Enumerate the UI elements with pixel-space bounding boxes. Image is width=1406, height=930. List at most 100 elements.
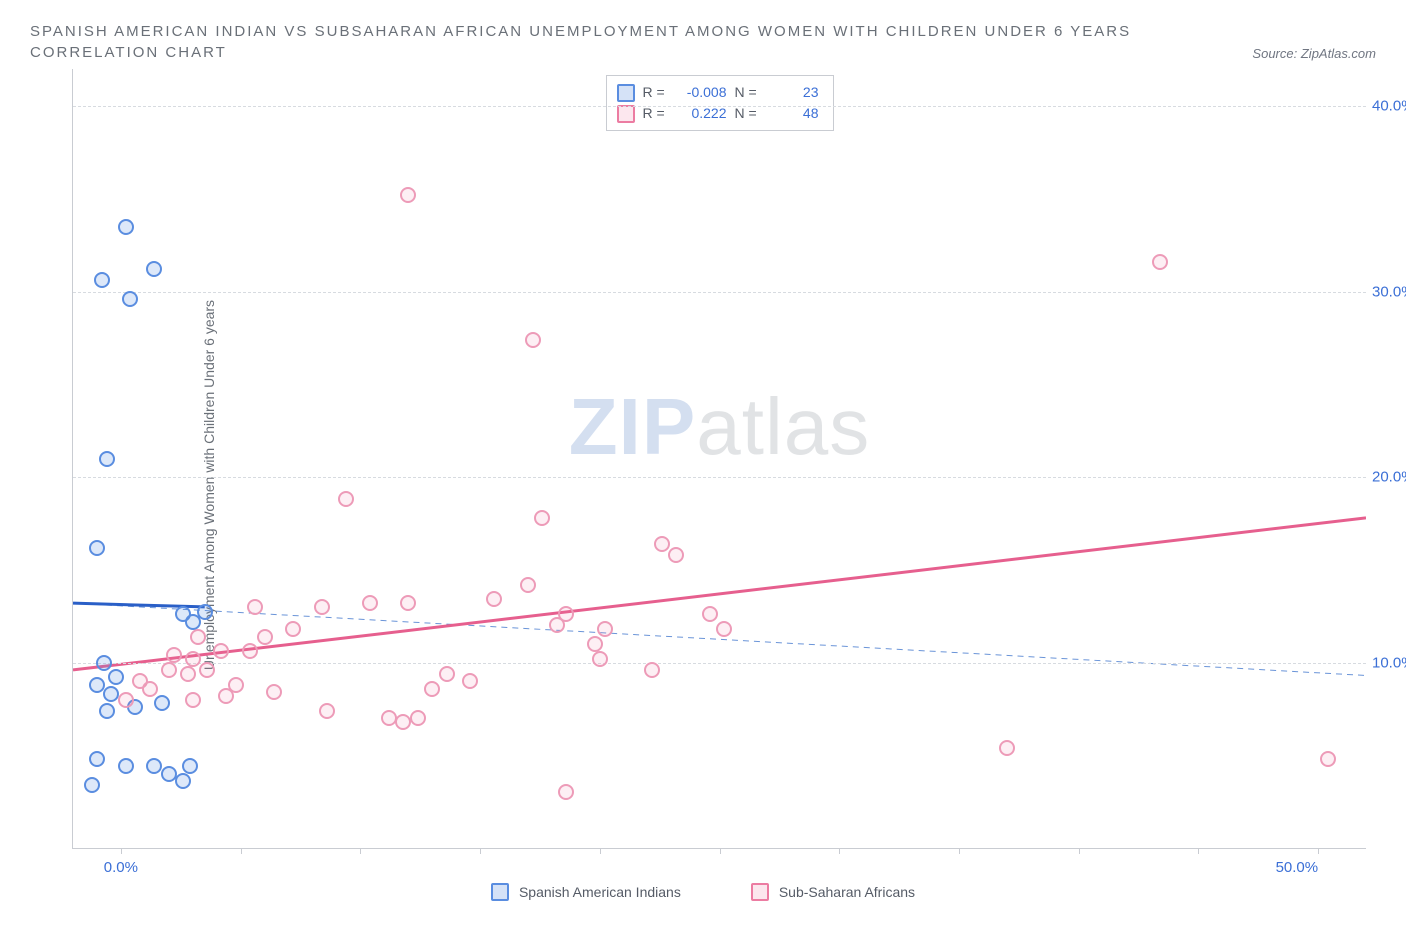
correlation-legend: R = -0.008 N = 23 R = 0.222 N = 48 xyxy=(606,75,834,131)
data-point-pink xyxy=(400,187,416,203)
data-point-pink xyxy=(161,662,177,678)
data-point-pink xyxy=(558,784,574,800)
legend-text-pink: Sub-Saharan Africans xyxy=(779,884,915,900)
x-tick-mark xyxy=(241,848,242,854)
legend-r-blue: -0.008 xyxy=(679,82,727,103)
data-point-pink xyxy=(190,629,206,645)
y-tick-label: 30.0% xyxy=(1372,283,1406,300)
watermark-atlas: atlas xyxy=(696,382,870,471)
source-name: ZipAtlas.com xyxy=(1301,46,1376,61)
data-point-pink xyxy=(400,595,416,611)
watermark-zip: ZIP xyxy=(569,382,696,471)
x-tick-label: 50.0% xyxy=(1276,859,1319,876)
data-point-pink xyxy=(247,599,263,615)
x-tick-mark xyxy=(959,848,960,854)
x-tick-mark xyxy=(360,848,361,854)
swatch-blue xyxy=(491,883,509,901)
data-point-pink xyxy=(242,643,258,659)
data-point-blue xyxy=(84,777,100,793)
data-point-pink xyxy=(486,591,502,607)
swatch-pink xyxy=(751,883,769,901)
data-point-pink xyxy=(592,651,608,667)
data-point-pink xyxy=(549,617,565,633)
gridline-h xyxy=(73,292,1366,293)
data-point-blue xyxy=(89,751,105,767)
data-point-pink xyxy=(1152,254,1168,270)
legend-item-blue: Spanish American Indians xyxy=(491,883,681,901)
gridline-h xyxy=(73,663,1366,664)
data-point-blue xyxy=(122,291,138,307)
x-tick-mark xyxy=(720,848,721,854)
series-legend: Spanish American Indians Sub-Saharan Afr… xyxy=(30,883,1376,901)
data-point-blue xyxy=(94,272,110,288)
data-point-blue xyxy=(197,604,213,620)
data-point-pink xyxy=(410,710,426,726)
x-tick-mark xyxy=(1318,848,1319,854)
chart-subtitle: CORRELATION CHART xyxy=(30,44,227,61)
trend-line xyxy=(73,518,1366,670)
data-point-pink xyxy=(597,621,613,637)
data-point-blue xyxy=(96,655,112,671)
data-point-pink xyxy=(314,599,330,615)
gridline-h xyxy=(73,477,1366,478)
data-point-pink xyxy=(525,332,541,348)
gridline-h xyxy=(73,106,1366,107)
legend-n-label: N = xyxy=(735,82,763,103)
x-tick-mark xyxy=(1079,848,1080,854)
data-point-blue xyxy=(182,758,198,774)
data-point-pink xyxy=(702,606,718,622)
data-point-blue xyxy=(99,703,115,719)
data-point-pink xyxy=(257,629,273,645)
data-point-blue xyxy=(146,261,162,277)
data-point-pink xyxy=(1320,751,1336,767)
legend-row-blue: R = -0.008 N = 23 xyxy=(617,82,819,103)
watermark: ZIPatlas xyxy=(569,381,870,473)
legend-n-blue: 23 xyxy=(771,82,819,103)
data-point-pink xyxy=(228,677,244,693)
data-point-pink xyxy=(185,692,201,708)
data-point-pink xyxy=(534,510,550,526)
y-tick-label: 20.0% xyxy=(1372,469,1406,486)
data-point-pink xyxy=(439,666,455,682)
data-point-pink xyxy=(142,681,158,697)
data-point-pink xyxy=(587,636,603,652)
data-point-pink xyxy=(362,595,378,611)
swatch-pink xyxy=(617,105,635,123)
data-point-blue xyxy=(108,669,124,685)
x-tick-mark xyxy=(480,848,481,854)
data-point-blue xyxy=(89,677,105,693)
legend-text-blue: Spanish American Indians xyxy=(519,884,681,900)
data-point-pink xyxy=(520,577,536,593)
data-point-pink xyxy=(213,643,229,659)
plot-area: ZIPatlas R = -0.008 N = 23 R = 0.222 N =… xyxy=(72,69,1366,849)
x-tick-mark xyxy=(1198,848,1199,854)
data-point-blue xyxy=(118,758,134,774)
data-point-pink xyxy=(285,621,301,637)
x-tick-mark xyxy=(839,848,840,854)
x-tick-label: 0.0% xyxy=(104,859,138,876)
data-point-pink xyxy=(180,666,196,682)
data-point-pink xyxy=(424,681,440,697)
chart-header: SPANISH AMERICAN INDIAN VS SUBSAHARAN AF… xyxy=(30,20,1376,61)
data-point-pink xyxy=(185,651,201,667)
source-attribution: Source: ZipAtlas.com xyxy=(1252,46,1376,61)
data-point-blue xyxy=(154,695,170,711)
data-point-pink xyxy=(338,491,354,507)
chart-title: SPANISH AMERICAN INDIAN VS SUBSAHARAN AF… xyxy=(30,20,1376,44)
data-point-pink xyxy=(462,673,478,689)
y-tick-label: 40.0% xyxy=(1372,98,1406,115)
data-point-pink xyxy=(266,684,282,700)
data-point-pink xyxy=(118,692,134,708)
data-point-blue xyxy=(118,219,134,235)
data-point-pink xyxy=(199,662,215,678)
data-point-pink xyxy=(999,740,1015,756)
legend-item-pink: Sub-Saharan Africans xyxy=(751,883,915,901)
y-tick-label: 10.0% xyxy=(1372,654,1406,671)
data-point-pink xyxy=(166,647,182,663)
data-point-blue xyxy=(99,451,115,467)
source-label: Source: xyxy=(1252,46,1297,61)
data-point-pink xyxy=(716,621,732,637)
legend-r-label: R = xyxy=(643,82,671,103)
trend-lines xyxy=(73,69,1366,848)
x-tick-mark xyxy=(600,848,601,854)
